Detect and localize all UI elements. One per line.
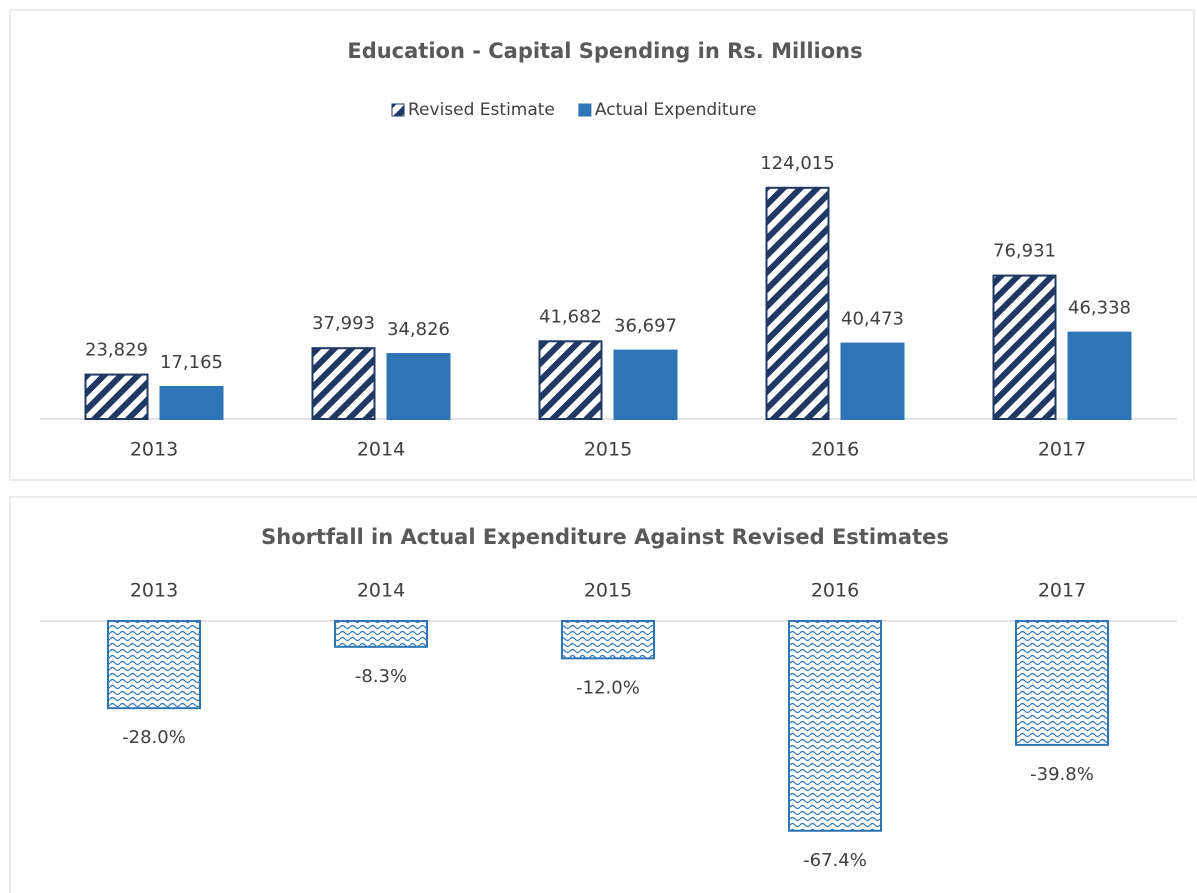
bar — [840, 342, 905, 420]
bar — [159, 385, 224, 421]
legend-label: Actual Expenditure — [595, 100, 757, 120]
data-label: 76,931 — [993, 241, 1056, 262]
x-tick-label: 2016 — [811, 439, 859, 461]
data-label: -28.0% — [122, 727, 186, 748]
legend-swatch — [391, 103, 405, 117]
bar — [107, 620, 201, 710]
data-label: 17,165 — [160, 352, 223, 373]
x-tick-label: 2014 — [357, 439, 405, 461]
x-tick-label: 2014 — [357, 580, 405, 602]
data-label: -39.8% — [1030, 764, 1094, 785]
bar — [334, 620, 428, 648]
data-label: 23,829 — [85, 340, 148, 361]
x-tick-label: 2013 — [130, 439, 178, 461]
data-label: 41,682 — [539, 306, 602, 327]
legend-label: Revised Estimate — [408, 100, 555, 120]
chart-title: Education - Capital Spending in Rs. Mill… — [347, 39, 862, 63]
chart-frame — [9, 496, 1197, 893]
x-tick-label: 2017 — [1038, 580, 1086, 602]
bar — [386, 353, 451, 420]
x-tick-label: 2013 — [130, 580, 178, 602]
bar — [1067, 331, 1132, 420]
data-label: 36,697 — [614, 316, 677, 337]
bar — [1015, 620, 1109, 746]
data-label: 46,338 — [1068, 298, 1131, 319]
bar — [538, 340, 603, 420]
bar — [992, 274, 1057, 421]
bar — [561, 620, 655, 660]
data-label: -8.3% — [355, 666, 407, 687]
bar — [613, 349, 678, 420]
bar — [84, 373, 149, 420]
legend-swatch — [578, 103, 592, 117]
data-label: 124,015 — [760, 153, 834, 174]
x-tick-label: 2017 — [1038, 439, 1086, 461]
x-tick-label: 2015 — [584, 439, 632, 461]
data-label: 40,473 — [841, 309, 904, 330]
bar — [788, 620, 882, 832]
data-label: 37,993 — [312, 313, 375, 334]
x-tick-label: 2016 — [811, 580, 859, 602]
data-label: 34,826 — [387, 319, 450, 340]
bar — [765, 186, 830, 420]
x-tick-label: 2015 — [584, 580, 632, 602]
data-label: -12.0% — [576, 677, 640, 698]
data-label: -67.4% — [803, 850, 867, 871]
bar — [311, 347, 376, 420]
chart-title: Shortfall in Actual Expenditure Against … — [261, 525, 949, 549]
